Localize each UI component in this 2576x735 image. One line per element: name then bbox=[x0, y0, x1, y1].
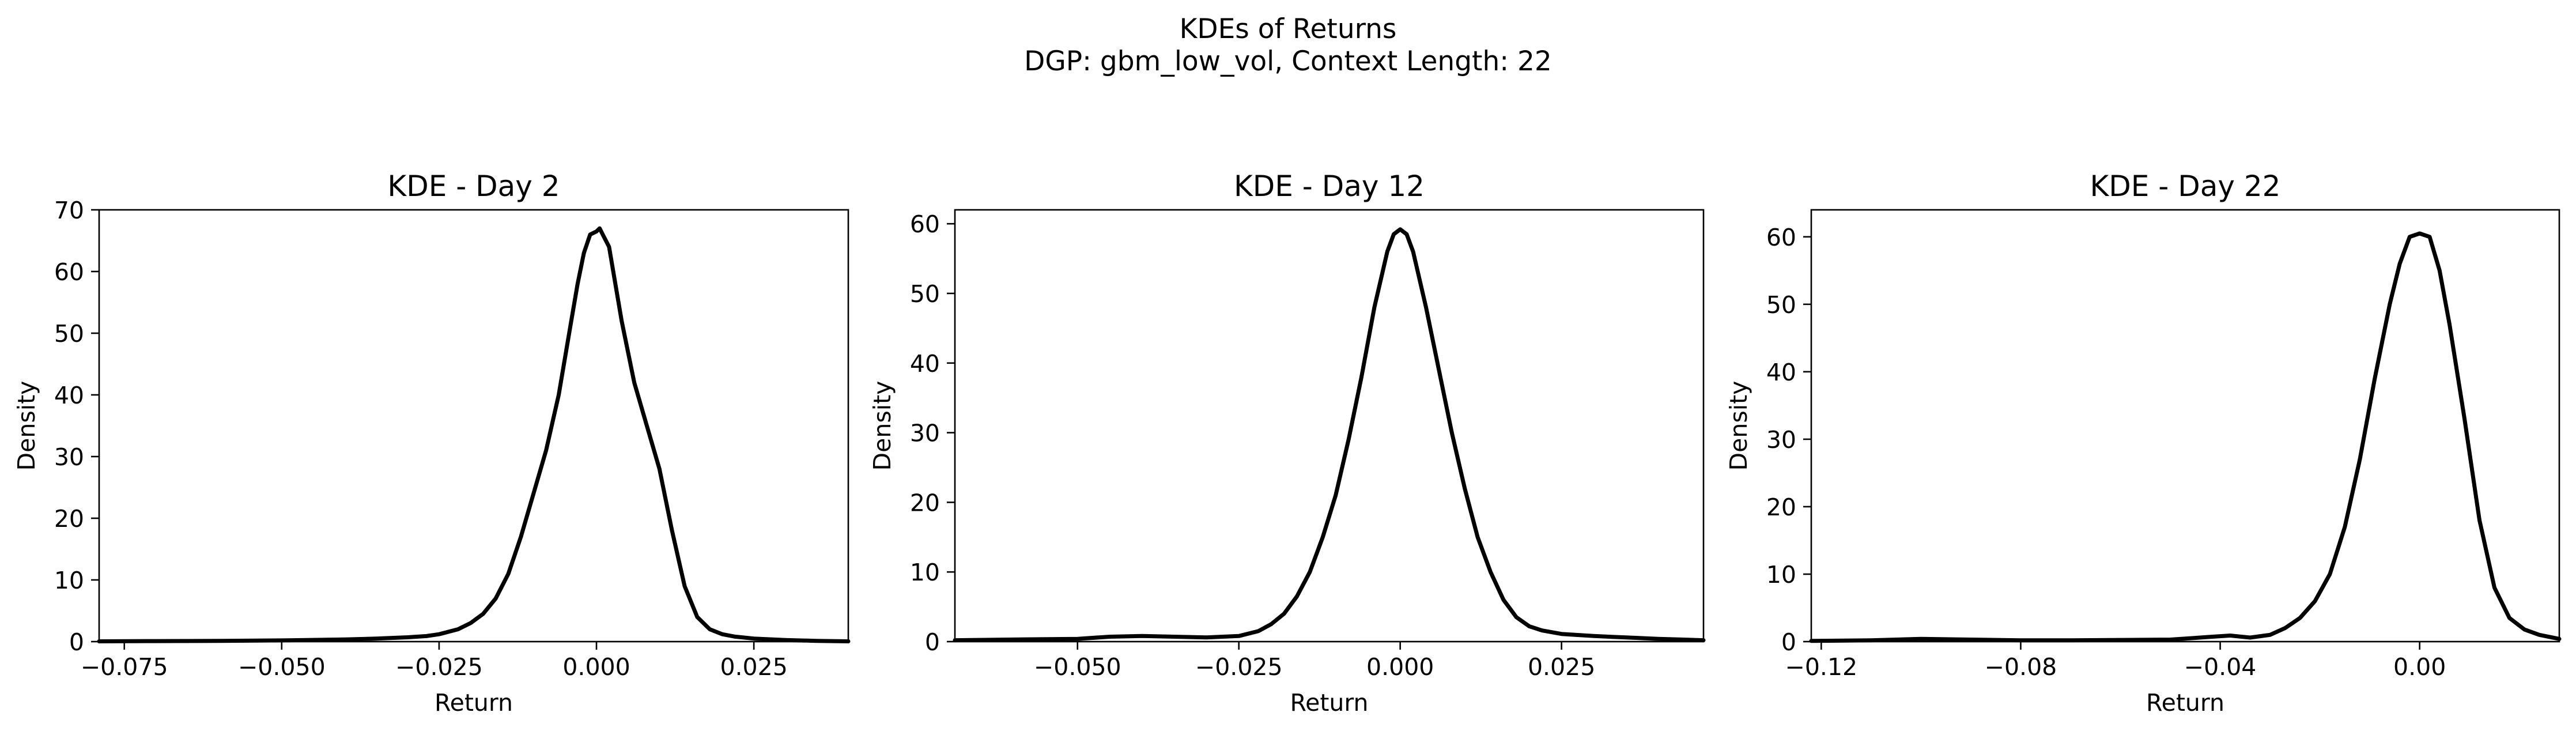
y-tick-label: 60 bbox=[910, 210, 940, 238]
y-tick-label: 40 bbox=[910, 350, 940, 378]
y-tick-label: 40 bbox=[1766, 359, 1796, 386]
x-tick-label: 0.025 bbox=[720, 653, 787, 681]
figure-title-line2: DGP: gbm_low_vol, Context Length: 22 bbox=[1024, 46, 1552, 77]
figure-title-line1: KDEs of Returns bbox=[1180, 13, 1397, 45]
y-tick-label: 40 bbox=[54, 382, 84, 409]
x-tick-label: −0.04 bbox=[2184, 653, 2257, 681]
kde-panel-day-2: −0.075 −0.050 −0.025 0.000 0.025 0 10 20 30 40 50 6… bbox=[13, 169, 851, 717]
panel-title: KDE - Day 2 bbox=[387, 169, 560, 203]
kde-curve bbox=[1809, 231, 2562, 643]
kde-curve bbox=[953, 227, 1706, 643]
y-tick-label: 30 bbox=[910, 420, 940, 447]
x-tick-label: −0.075 bbox=[81, 653, 168, 681]
y-tick-label: 30 bbox=[1766, 426, 1796, 454]
y-axis-label: Density bbox=[868, 381, 896, 471]
y-tick-label: 0 bbox=[925, 628, 940, 656]
y-tick-label: 10 bbox=[54, 567, 84, 594]
y-tick-label: 30 bbox=[54, 443, 84, 471]
panel-title: KDE - Day 12 bbox=[1234, 169, 1425, 203]
x-tick-label: −0.12 bbox=[1785, 653, 1857, 681]
plot-frame bbox=[954, 209, 1705, 643]
x-axis-label: Return bbox=[435, 689, 513, 717]
y-tick-label: 20 bbox=[910, 489, 940, 517]
y-tick-label: 20 bbox=[1766, 493, 1796, 521]
x-tick-label: 0.025 bbox=[1528, 653, 1595, 681]
kde-curve bbox=[97, 226, 851, 643]
kde-panel-day-12: −0.050 −0.025 0.000 0.025 0 10 20 30 40 50 60 KDE -… bbox=[868, 169, 1706, 717]
x-tick-label: −0.025 bbox=[395, 653, 483, 681]
y-tick-label: 70 bbox=[54, 197, 84, 224]
x-tick-label: −0.025 bbox=[1195, 653, 1283, 681]
kde-panel-day-22: −0.12 −0.08 −0.04 0.00 0 10 20 30 40 50 60 KDE - Da… bbox=[1725, 169, 2562, 717]
x-axis-label: Return bbox=[1290, 689, 1368, 717]
y-tick-label: 20 bbox=[54, 505, 84, 533]
x-tick-label: −0.050 bbox=[1034, 653, 1121, 681]
y-tick-label: 50 bbox=[54, 320, 84, 348]
x-tick-label: 0.000 bbox=[1366, 653, 1434, 681]
y-tick-label: 10 bbox=[910, 559, 940, 586]
y-tick-label: 50 bbox=[910, 280, 940, 308]
x-tick-label: 0.00 bbox=[2393, 653, 2446, 681]
x-tick-label: 0.000 bbox=[562, 653, 630, 681]
plot-frame bbox=[1810, 209, 2560, 643]
y-tick-label: 10 bbox=[1766, 561, 1796, 589]
y-tick-label: 0 bbox=[69, 628, 84, 656]
x-axis-label: Return bbox=[2146, 689, 2224, 717]
y-axis-label: Density bbox=[1725, 381, 1752, 471]
y-tick-label: 0 bbox=[1781, 628, 1796, 656]
y-tick-label: 50 bbox=[1766, 291, 1796, 319]
y-axis-label: Density bbox=[13, 381, 40, 471]
x-tick-label: −0.050 bbox=[238, 653, 326, 681]
y-tick-label: 60 bbox=[54, 258, 84, 286]
plot-frame bbox=[98, 209, 849, 643]
y-tick-label: 60 bbox=[1766, 224, 1796, 251]
panel-title: KDE - Day 22 bbox=[2090, 169, 2281, 203]
x-tick-label: −0.08 bbox=[1985, 653, 2057, 681]
